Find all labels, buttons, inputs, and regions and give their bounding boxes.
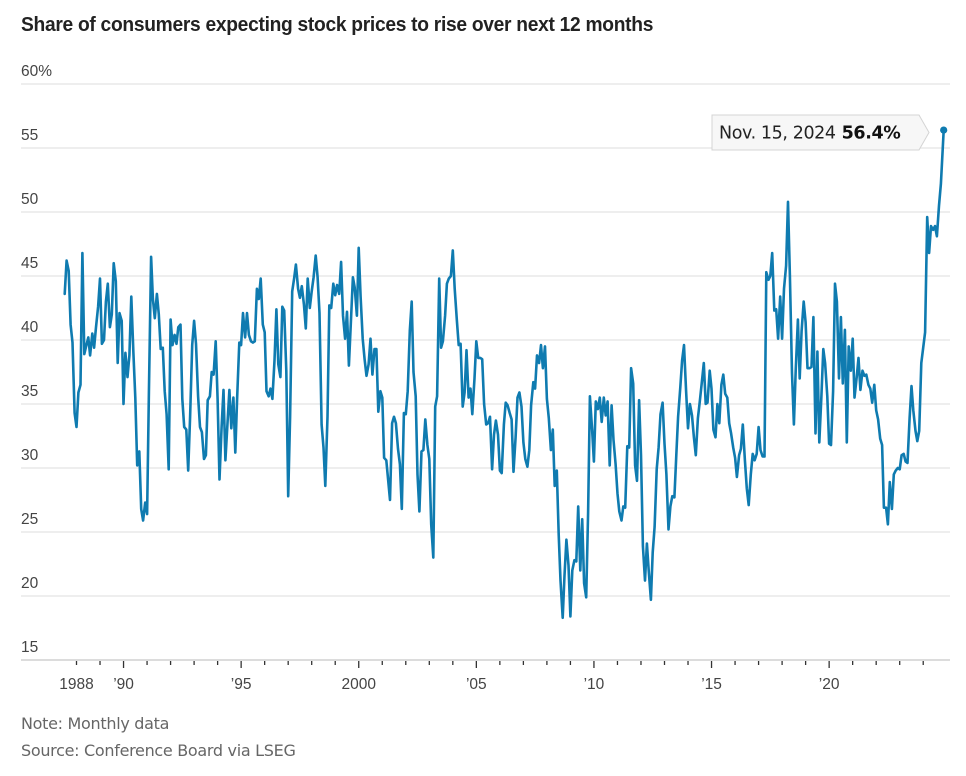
y-tick-label: 20 [21, 575, 39, 592]
chart-note: Note: Monthly data [21, 714, 170, 733]
series-layer [63, 128, 945, 620]
x-tick-label: 1988 [59, 676, 93, 693]
y-tick-label: 15 [21, 639, 38, 656]
x-tick-label: ’10 [584, 676, 605, 693]
annotation-date: Nov. 15, 2024 [719, 124, 836, 144]
y-tick-label: 40 [21, 319, 39, 336]
x-tick-label: ’95 [231, 676, 252, 693]
x-axis: 1988 ’90 ’95 2000 ’05 ’10 ’15 ’20 [59, 661, 924, 693]
y-tick-label: 25 [21, 511, 38, 528]
chart-title: Share of consumers expecting stock price… [21, 14, 654, 36]
x-tick-label: ’15 [701, 676, 722, 693]
x-tick-label: ’90 [113, 676, 134, 693]
series-line [63, 128, 945, 620]
y-tick-label: 45 [21, 255, 38, 272]
annotation-value: 56.4% [842, 124, 901, 144]
annotation-layer: Nov. 15, 2024 56.4% [711, 114, 948, 151]
x-tick-label: ’20 [819, 676, 840, 693]
chart-source: Source: Conference Board via LSEG [21, 741, 296, 760]
y-tick-label: 35 [21, 383, 38, 400]
x-tick-label: 2000 [341, 676, 376, 693]
y-tick-label: 55 [21, 127, 38, 144]
gridlines [21, 83, 950, 661]
annotation-callout-box [711, 114, 930, 151]
y-axis-labels: 60% 55 50 45 40 35 30 25 20 15 [21, 63, 52, 656]
y-tick-label: 60% [21, 63, 52, 80]
x-tick-label: ’05 [466, 676, 487, 693]
y-tick-label: 50 [21, 191, 39, 208]
annotation-marker [940, 126, 948, 134]
y-tick-label: 30 [21, 447, 39, 464]
